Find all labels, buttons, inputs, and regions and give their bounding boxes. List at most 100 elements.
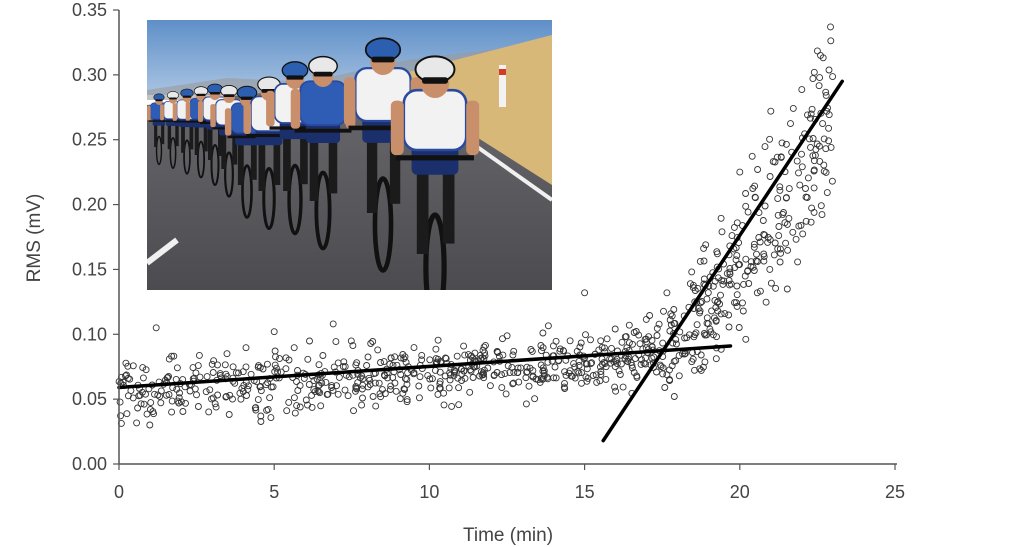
data-point (381, 390, 389, 398)
data-point (616, 371, 624, 378)
data-point (570, 360, 578, 368)
data-point (523, 363, 531, 371)
data-point (515, 378, 523, 386)
data-point (733, 291, 741, 299)
data-point (588, 359, 596, 367)
data-point (753, 250, 760, 258)
data-point (195, 351, 203, 359)
data-point (815, 82, 823, 90)
data-point (670, 393, 678, 400)
data-point (783, 285, 791, 293)
data-point (173, 364, 181, 372)
data-point (194, 403, 202, 410)
data-point (381, 372, 389, 380)
data-point (436, 384, 444, 392)
data-point (646, 312, 654, 319)
data-point (551, 363, 559, 371)
data-point (653, 332, 661, 339)
data-point (736, 261, 743, 268)
data-point (531, 395, 539, 403)
data-point (809, 75, 817, 83)
data-point (426, 375, 434, 383)
data-point (364, 383, 372, 391)
data-point (527, 346, 535, 353)
data-point (333, 382, 340, 390)
data-point (137, 400, 145, 408)
data-point (819, 120, 827, 128)
data-point (264, 379, 272, 387)
data-point (813, 140, 821, 148)
data-point (575, 369, 583, 377)
data-point (717, 214, 725, 222)
data-point (713, 298, 721, 306)
data-point (748, 152, 756, 160)
data-point (751, 194, 759, 202)
data-point (718, 276, 726, 284)
data-point (701, 331, 709, 339)
data-point (642, 335, 650, 343)
data-point (454, 374, 462, 382)
data-point (739, 307, 747, 315)
data-point (293, 378, 300, 386)
data-point (404, 369, 412, 377)
data-point (787, 120, 794, 128)
data-point (427, 384, 435, 392)
data-point (562, 371, 570, 379)
data-point (756, 238, 764, 246)
data-point (742, 202, 750, 210)
axes (118, 10, 897, 465)
data-point (697, 351, 705, 359)
data-point (760, 250, 768, 258)
data-point (603, 335, 611, 343)
data-point (739, 299, 746, 307)
data-point (561, 385, 569, 392)
data-point (700, 244, 708, 252)
data-point (776, 245, 784, 253)
data-point (804, 174, 812, 182)
data-point (760, 257, 768, 265)
data-point (317, 402, 325, 410)
y-tick-label: 0.05 (72, 389, 107, 409)
data-point (308, 391, 316, 399)
data-point (792, 235, 800, 243)
data-point (808, 204, 816, 212)
data-point (401, 353, 409, 361)
data-point (290, 344, 298, 352)
data-point (727, 280, 735, 288)
data-point (397, 371, 405, 378)
data-point (486, 382, 494, 390)
data-point (774, 211, 782, 219)
data-point (310, 377, 318, 385)
data-point (503, 332, 511, 340)
data-point (807, 143, 814, 151)
data-point (146, 421, 154, 429)
data-point (823, 189, 831, 197)
data-point (252, 404, 260, 412)
data-point (257, 387, 265, 395)
data-point (203, 373, 211, 381)
data-point (561, 379, 568, 387)
data-point (276, 355, 283, 363)
data-point (211, 400, 219, 408)
data-point (403, 398, 411, 406)
data-point (329, 320, 337, 328)
data-point (139, 364, 147, 372)
data-point (700, 275, 708, 283)
data-point (396, 395, 404, 403)
data-point (330, 363, 338, 371)
data-point (777, 153, 785, 161)
data-point (683, 334, 691, 342)
data-point (499, 351, 507, 359)
data-point (264, 405, 272, 413)
data-point (366, 376, 374, 384)
data-point (334, 390, 342, 398)
fit-lines (117, 79, 844, 443)
data-point (285, 398, 293, 406)
data-point (802, 193, 810, 201)
data-point (164, 374, 172, 381)
data-point (742, 190, 750, 197)
data-point (539, 344, 547, 352)
data-point (668, 362, 676, 370)
data-point (667, 310, 675, 318)
